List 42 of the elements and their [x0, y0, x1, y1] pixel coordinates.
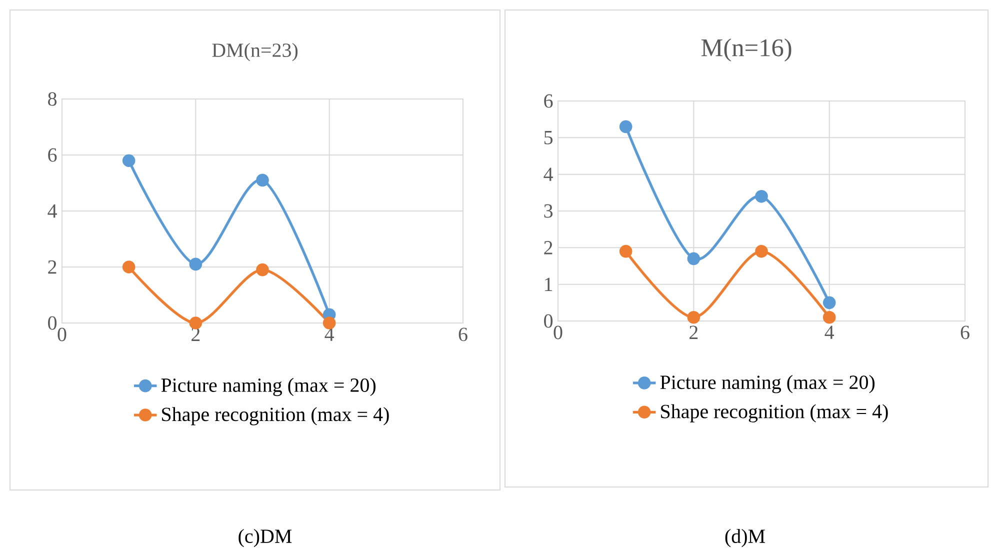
point [822, 296, 836, 310]
y-tick-label: 2 [48, 260, 56, 274]
x-tick-label: 6 [458, 328, 468, 342]
point [687, 311, 700, 324]
point [619, 245, 632, 258]
y-tick-label: 0 [48, 316, 57, 330]
chart-title: M(n=16) [701, 38, 792, 62]
legend-label: Picture naming (max = 20) [660, 375, 875, 394]
x-tick-label: 0 [58, 328, 66, 342]
legend-label: Shape recognition (max = 4) [162, 407, 389, 426]
y-tick-label: 2 [544, 241, 552, 255]
point [755, 245, 768, 258]
y-tick-label: 1 [545, 278, 552, 292]
y-tick-label: 5 [544, 131, 553, 145]
y-tick-label: 6 [48, 148, 57, 162]
x-tick-label: 2 [690, 326, 698, 340]
point [687, 252, 700, 266]
x-tick-label: 4 [824, 326, 834, 340]
x-tick-label: 0 [554, 326, 562, 340]
y-tick-label: 4 [48, 204, 57, 218]
point [122, 260, 136, 274]
point [189, 316, 202, 330]
y-tick-label: 8 [48, 92, 57, 106]
y-tick-label: 4 [544, 168, 553, 182]
y-tick-label: 3 [544, 204, 553, 218]
point [256, 264, 269, 276]
point [322, 316, 336, 330]
legend-label: Shape recognition (max = 4) [661, 404, 888, 423]
x-tick-label: 6 [960, 326, 970, 340]
x-tick-label: 4 [324, 328, 334, 342]
point [619, 120, 632, 134]
text: (d)M [725, 529, 765, 548]
chart-title: DM(n=23) [212, 43, 298, 62]
legend-label: Picture naming (max = 20) [161, 378, 376, 396]
y-tick-label: 6 [544, 94, 553, 108]
text: (c)DM [238, 529, 292, 548]
point [822, 311, 836, 324]
point [122, 154, 136, 168]
point [256, 174, 269, 187]
y-tick-label: 0 [544, 314, 553, 328]
point [189, 258, 202, 271]
point [755, 190, 768, 203]
